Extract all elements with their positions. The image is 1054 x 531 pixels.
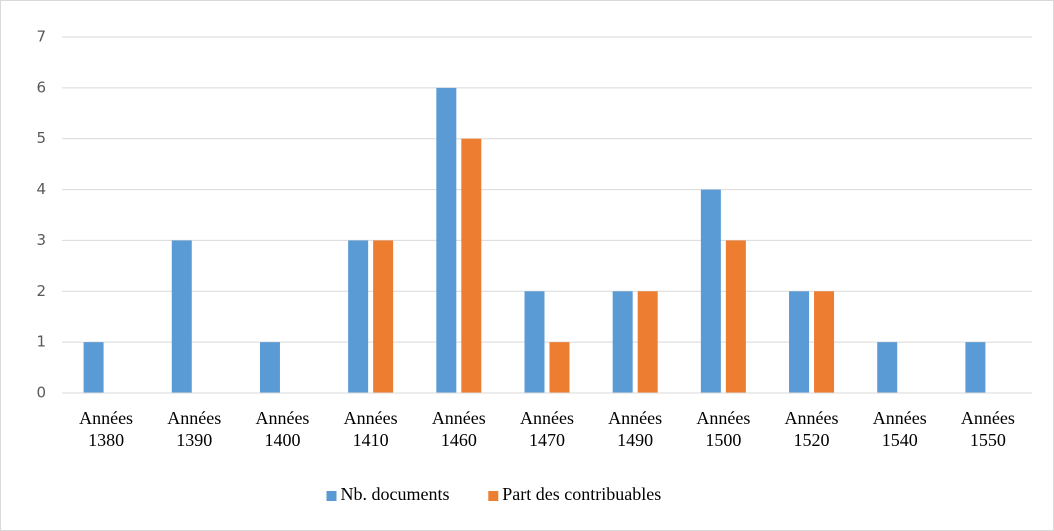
x-tick-label: Années 1550 <box>960 408 1015 450</box>
y-tick-label: 1 <box>36 333 46 351</box>
bar <box>725 240 746 393</box>
bar <box>524 291 545 393</box>
x-tick-label: Années 1460 <box>431 408 486 450</box>
bar <box>171 240 192 393</box>
bar <box>436 87 457 393</box>
bar <box>965 342 986 393</box>
x-tick-label: Années 1500 <box>696 408 751 450</box>
bar <box>612 291 633 393</box>
bar <box>549 342 570 393</box>
legend-swatch <box>488 491 499 501</box>
bar <box>789 291 810 393</box>
bar <box>877 342 898 393</box>
y-tick-label: 0 <box>36 384 46 402</box>
bar <box>637 291 658 393</box>
bar <box>700 189 721 393</box>
legend-swatch <box>326 491 337 501</box>
y-tick-label: 7 <box>36 28 46 46</box>
bar <box>461 138 482 393</box>
x-tick-label: Années 1520 <box>784 408 839 450</box>
y-tick-label: 4 <box>36 180 46 198</box>
bar <box>373 240 394 393</box>
legend-label: Part des contribuables <box>502 484 661 504</box>
x-tick-label: Années 1390 <box>167 408 222 450</box>
x-tick-label: Années 1490 <box>608 408 663 450</box>
bar <box>83 342 104 393</box>
y-tick-label: 3 <box>36 231 46 249</box>
bar <box>348 240 369 393</box>
y-tick-label: 2 <box>36 282 46 300</box>
x-tick-label: Années 1540 <box>872 408 927 450</box>
bar <box>814 291 835 393</box>
x-tick-label: Années 1410 <box>343 408 398 450</box>
x-tick-label: Années 1380 <box>79 408 134 450</box>
y-tick-label: 6 <box>36 78 46 96</box>
legend-label: Nb. documents <box>341 484 450 504</box>
x-tick-label: Années 1400 <box>255 408 310 450</box>
bar <box>259 342 280 393</box>
y-tick-label: 5 <box>36 129 46 147</box>
x-tick-label: Années 1470 <box>520 408 574 450</box>
